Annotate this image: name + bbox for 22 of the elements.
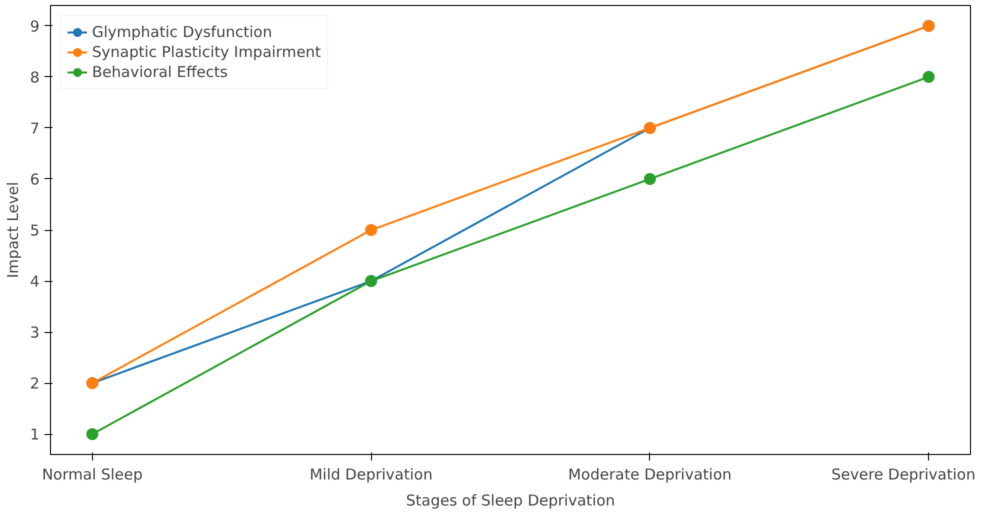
x-tick-label: Normal Sleep (42, 466, 143, 484)
y-tick-label: 6 (30, 170, 40, 188)
x-tick-label: Severe Deprivation (831, 466, 976, 484)
y-axis-title: Impact Level (4, 182, 22, 278)
y-tick-label: 8 (30, 68, 40, 86)
y-tick-label: 4 (30, 272, 40, 291)
x-tick-label: Mild Deprivation (310, 466, 433, 484)
legend-label: Synaptic Plasticity Impairment (92, 43, 321, 61)
point (922, 70, 935, 83)
point (644, 172, 656, 185)
point (365, 224, 378, 236)
y-tick-label: 7 (30, 119, 40, 138)
y-tick-label: 9 (30, 17, 40, 36)
y-tick-label: 5 (30, 222, 40, 240)
x-axis-title: Stages of Sleep Deprivation (406, 492, 616, 510)
y-tick-label: 2 (30, 374, 40, 393)
point (86, 428, 98, 440)
legend-label: Glymphatic Dysfunction (92, 23, 272, 41)
x-tick-label: Moderate Deprivation (568, 466, 732, 484)
legend-label: Behavioral Effects (92, 63, 228, 81)
y-tick-label: 1 (30, 426, 40, 444)
y-tick-label: 3 (30, 324, 40, 342)
